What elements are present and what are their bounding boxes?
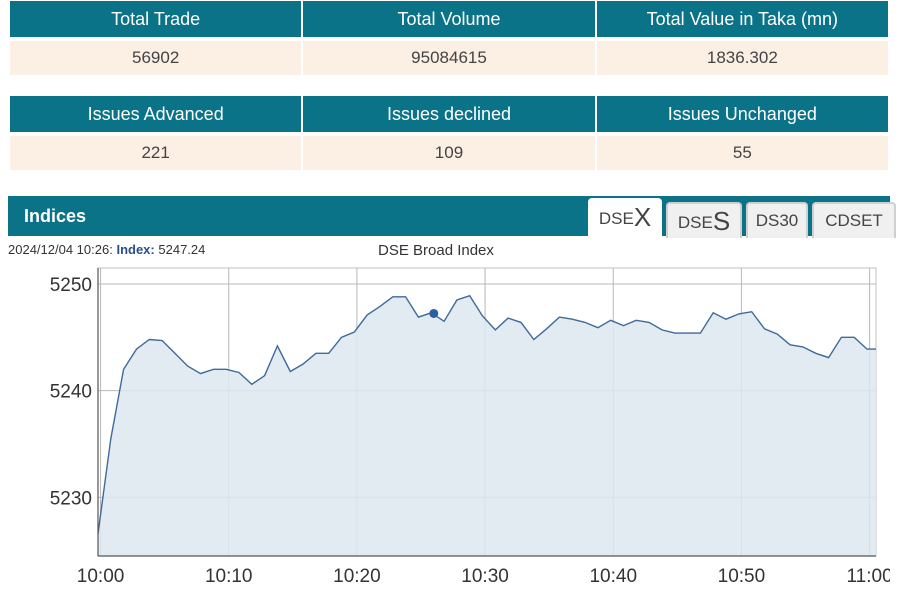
total-volume-header: Total Volume	[303, 1, 595, 37]
x-tick-label: 10:50	[718, 566, 766, 587]
index-info-line: 2024/12/04 10:26: Index: 5247.24	[8, 242, 205, 257]
tab-ds30-label: DS30	[755, 211, 799, 230]
hover-marker	[429, 308, 439, 318]
series-line	[97, 294, 876, 534]
issues-unchanged-header: Issues Unchanged	[596, 96, 888, 132]
y-tick-label: 5240	[50, 382, 92, 403]
tab-dses[interactable]: DSES	[666, 202, 742, 238]
index-value: 5247.24	[158, 242, 206, 257]
tab-cdset[interactable]: CDSET	[812, 202, 896, 238]
index-chart[interactable]: 10:00 10:10 10:20 10:30 10:40 10:50 11:00 5230 5…	[8, 196, 890, 596]
y-tick-label: 5230	[50, 488, 92, 509]
tab-dses-prefix: DSE	[677, 213, 713, 232]
issues-advanced-value: 221	[10, 132, 302, 170]
tab-dsex[interactable]: DSEX	[588, 198, 662, 238]
index-label: Index:	[116, 242, 155, 257]
x-tick-label: 10:20	[333, 566, 381, 587]
issues-advanced-header: Issues Advanced	[10, 96, 302, 132]
issues-unchanged-value: 55	[596, 132, 888, 170]
index-datetime: 2024/12/04 10:26:	[8, 242, 113, 257]
tab-cdset-label: CDSET	[825, 211, 883, 230]
market-summary-table: Total Trade Total Volume Total Value in …	[8, 1, 890, 75]
x-tick-label: 10:40	[589, 566, 637, 587]
x-tick-label: 11:00	[847, 566, 890, 587]
x-tick-label: 10:30	[461, 566, 509, 587]
tab-dsex-prefix: DSE	[598, 209, 634, 228]
x-tick-label: 10:10	[205, 566, 253, 587]
total-value-value: 1836.302	[596, 37, 888, 75]
chart-title: DSE Broad Index	[378, 242, 494, 259]
indices-title: Indices	[24, 206, 87, 226]
series-area	[98, 295, 876, 556]
total-volume-value: 95084615	[303, 37, 595, 75]
indices-panel: Indices DSEX DSES DS30 CDSET 2024/12/04 …	[8, 196, 896, 596]
tab-dsex-suffix: X	[633, 202, 652, 232]
total-trade-header: Total Trade	[10, 1, 302, 37]
issues-table: Issues Advanced Issues declined Issues U…	[8, 96, 890, 170]
tab-ds30[interactable]: DS30	[746, 202, 808, 238]
issues-declined-header: Issues declined	[303, 96, 595, 132]
tab-dses-suffix: S	[712, 206, 731, 236]
x-tick-label: 10:00	[77, 566, 125, 587]
indices-header: Indices	[8, 196, 890, 236]
total-trade-value: 56902	[10, 37, 302, 75]
issues-declined-value: 109	[303, 132, 595, 170]
total-value-header: Total Value in Taka (mn)	[596, 1, 888, 37]
y-tick-label: 5250	[50, 275, 92, 296]
